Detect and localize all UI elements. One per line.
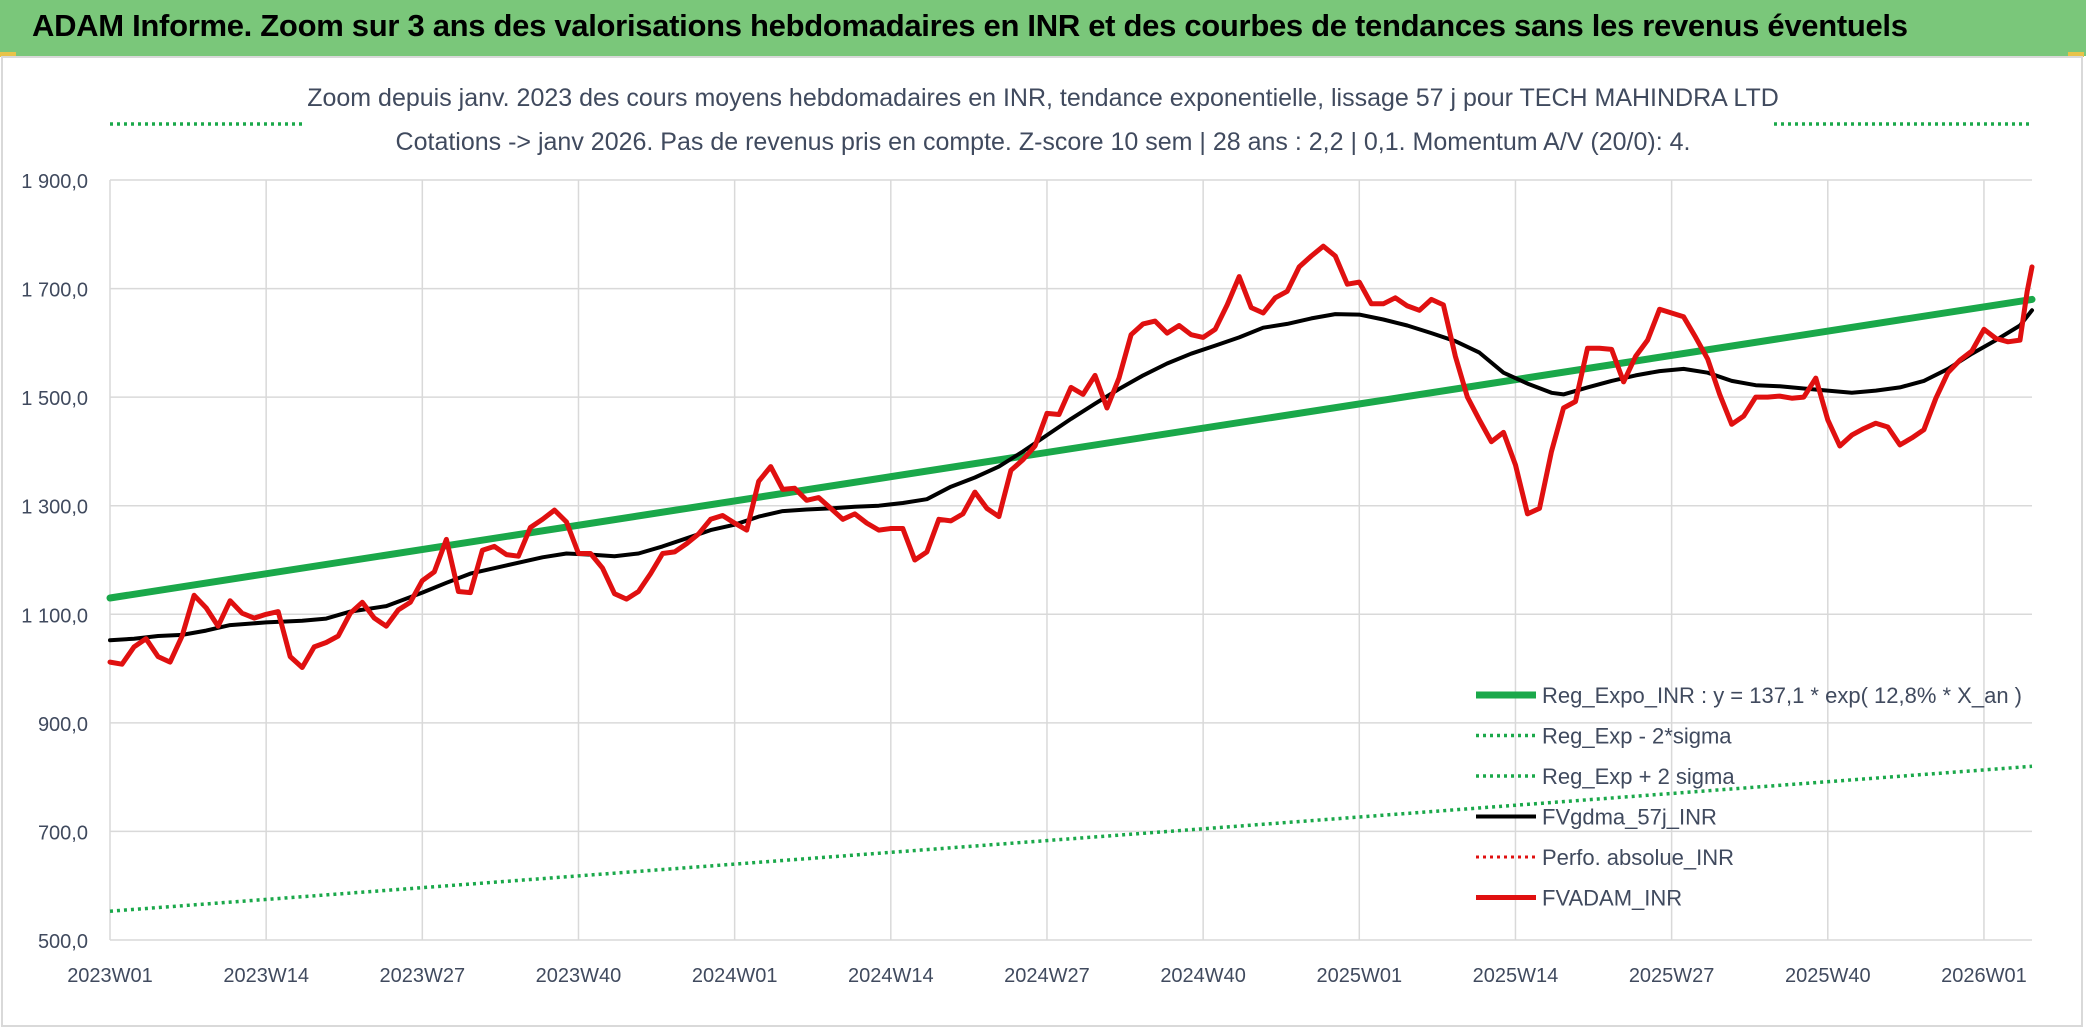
chart-frame	[1, 56, 2083, 1027]
series-line-1	[106, 295, 2036, 602]
y-tick-label: 1 100,0	[21, 605, 88, 627]
corner-mark-left	[0, 52, 16, 57]
report-banner: ADAM Informe. Zoom sur 3 ans des valoris…	[0, 0, 2086, 56]
legend-label: Perfo. absolue_INR	[1542, 845, 1734, 870]
y-tick-label: 500,0	[38, 931, 88, 953]
x-tick-label: 2023W01	[67, 965, 153, 987]
y-tick-label: 1 500,0	[21, 388, 88, 410]
x-tick-label: 2025W14	[1473, 965, 1559, 987]
x-tick-label: 2024W27	[1004, 965, 1090, 987]
legend-label: Reg_Exp - 2*sigma	[1542, 724, 1732, 749]
chart-title-line1: Zoom depuis janv. 2023 des cours moyens …	[307, 84, 1779, 112]
series-line-2	[109, 764, 2033, 913]
legend-label: Reg_Exp + 2 sigma	[1542, 764, 1735, 789]
chart-title-line2: Cotations -> janv 2026. Pas de revenus p…	[395, 128, 1691, 156]
x-tick-label: 2024W01	[692, 965, 778, 987]
y-tick-label: 1 900,0	[21, 171, 88, 193]
y-tick-label: 1 300,0	[21, 497, 88, 519]
x-tick-label: 2026W01	[1941, 965, 2027, 987]
y-tick-label: 900,0	[38, 714, 88, 736]
report-title: ADAM Informe. Zoom sur 3 ans des valoris…	[32, 8, 1908, 43]
x-tick-label: 2025W27	[1629, 965, 1715, 987]
series-line-4	[108, 308, 2034, 643]
legend-label: Reg_Expo_INR : y = 137,1 * exp( 12,8% * …	[1542, 683, 2022, 708]
x-tick-label: 2025W40	[1785, 965, 1871, 987]
x-tick-label: 2023W14	[223, 965, 309, 987]
legend-label: FVgdma_57j_INR	[1542, 805, 1717, 830]
x-tick-label: 2023W27	[380, 965, 466, 987]
legend-label: FVADAM_INR	[1542, 886, 1682, 911]
x-tick-label: 2024W40	[1160, 965, 1246, 987]
y-tick-label: 1 700,0	[21, 280, 88, 302]
x-tick-label: 2024W14	[848, 965, 934, 987]
x-tick-label: 2025W01	[1316, 965, 1402, 987]
corner-mark-right	[2068, 52, 2084, 57]
series-line-6	[107, 243, 2035, 670]
x-tick-label: 2023W40	[536, 965, 622, 987]
y-tick-label: 700,0	[38, 822, 88, 844]
